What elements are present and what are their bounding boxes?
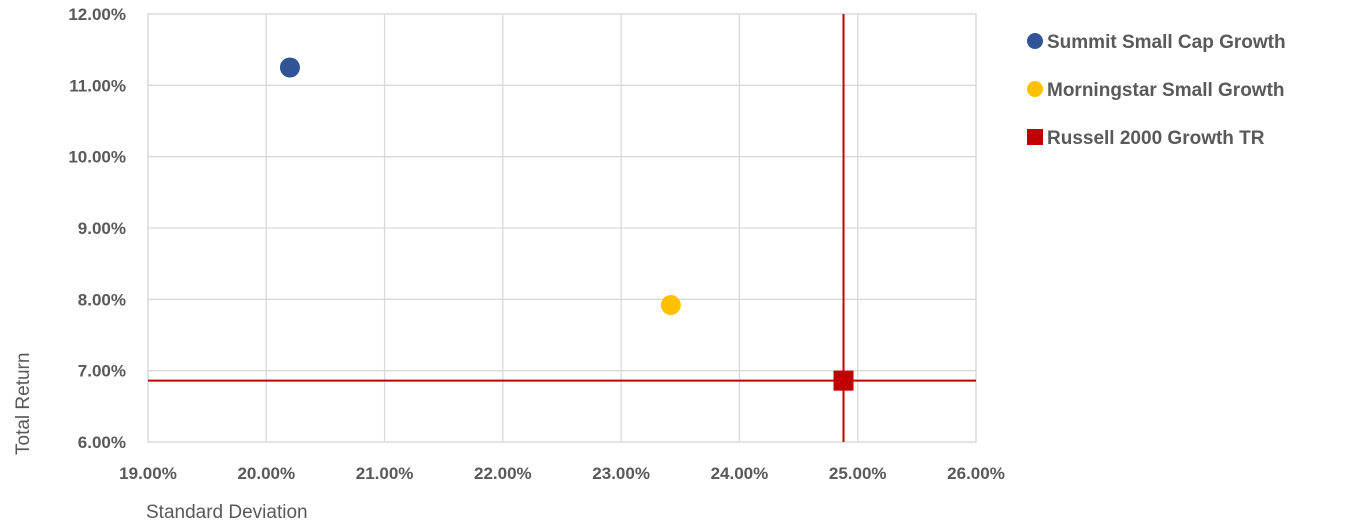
x-tick-label: 20.00%: [237, 464, 295, 483]
x-tick-label: 21.00%: [356, 464, 414, 483]
x-tick-label: 25.00%: [829, 464, 887, 483]
y-tick-label: 10.00%: [68, 148, 126, 167]
y-tick-label: 12.00%: [68, 5, 126, 24]
x-tick-label: 19.00%: [119, 464, 177, 483]
legend-label: Summit Small Cap Growth: [1047, 32, 1286, 53]
legend-marker-square: [1027, 129, 1043, 145]
x-tick-label: 22.00%: [474, 464, 532, 483]
y-tick-label: 8.00%: [78, 290, 126, 309]
y-tick-label: 7.00%: [78, 362, 126, 381]
legend: Summit Small Cap Growth Morningstar Small…: [1027, 32, 1286, 149]
data-point-circle: [660, 295, 681, 316]
x-tick-label: 24.00%: [711, 464, 769, 483]
y-axis-title: Total Return: [13, 353, 34, 455]
legend-marker-circle: [1027, 81, 1043, 97]
x-axis-tick-labels: 19.00% 20.00% 21.00% 22.00% 23.00% 24.00% 25.0…: [119, 464, 1005, 483]
y-tick-label: 11.00%: [69, 76, 126, 95]
plot-area: [147, 13, 977, 443]
legend-label: Morningstar Small Growth: [1047, 80, 1285, 101]
x-tick-label: 23.00%: [592, 464, 650, 483]
legend-marker-circle: [1027, 33, 1043, 49]
x-tick-label: 26.00%: [947, 464, 1005, 483]
legend-label: Russell 2000 Growth TR: [1047, 128, 1265, 149]
data-point-square: [833, 370, 854, 391]
data-points: [279, 57, 854, 391]
y-axis-tick-labels: 6.00% 7.00% 8.00% 9.00% 10.00% 11.00% 12.00%: [68, 5, 126, 452]
x-axis-title: Standard Deviation: [146, 502, 308, 523]
y-tick-label: 9.00%: [78, 219, 126, 238]
data-point-circle: [279, 57, 300, 78]
y-tick-label: 6.00%: [78, 433, 126, 452]
